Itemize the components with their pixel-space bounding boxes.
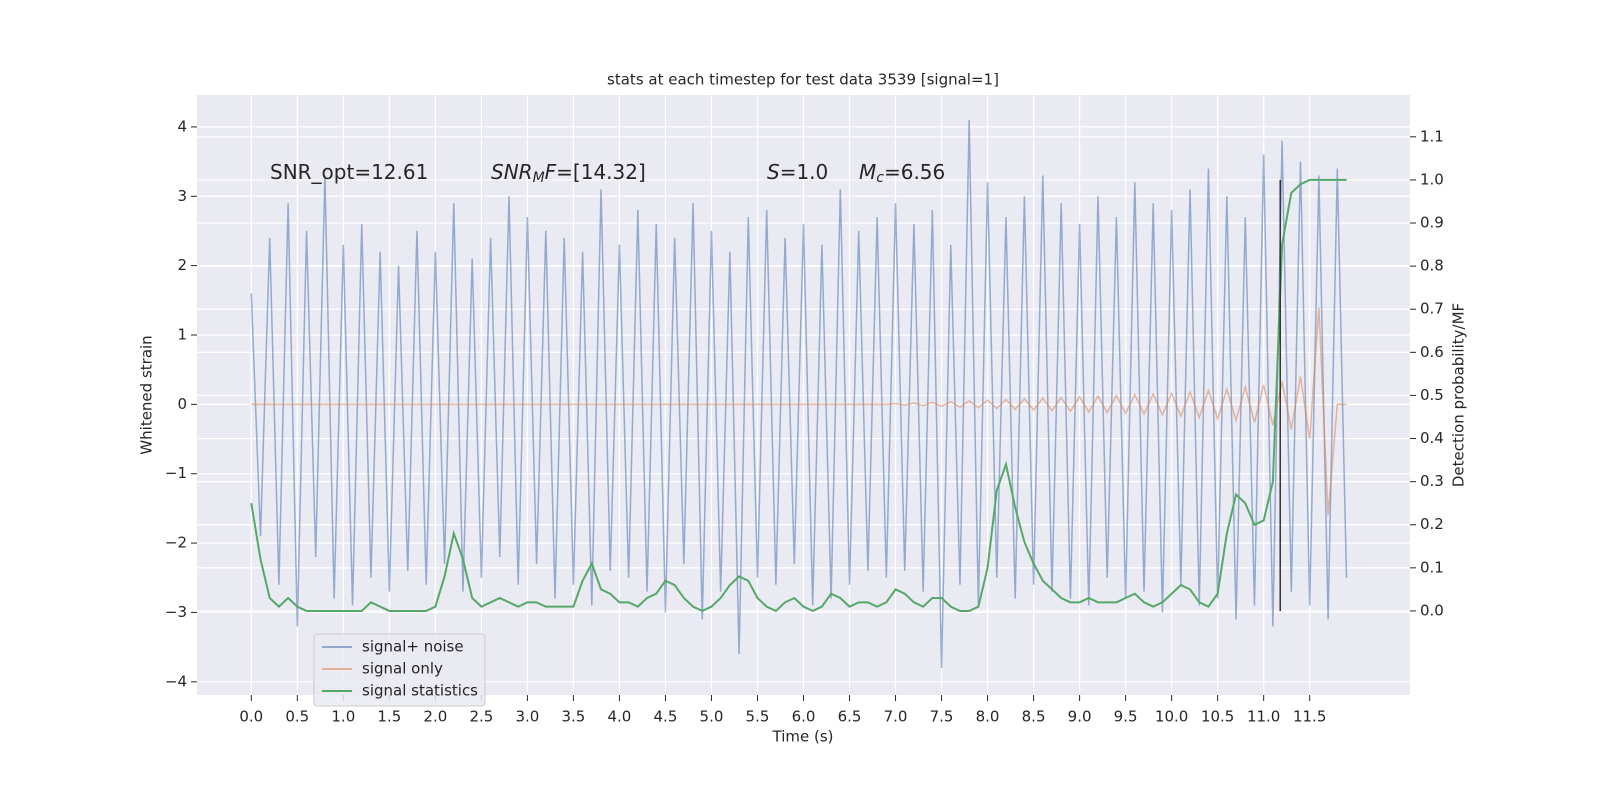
series-line (250, 119, 1348, 668)
annotation-part: =1.0 (780, 160, 829, 184)
y-tick-label: 0 (177, 395, 187, 413)
x-tick-label: 9.0 (1068, 708, 1092, 726)
annotation-part: F (545, 160, 557, 184)
y2-tick-label: 0.8 (1420, 257, 1444, 275)
y-tick-label: −3 (165, 603, 187, 621)
annotation-part: =[14.32] (556, 160, 646, 184)
x-tick-label: 10.0 (1155, 708, 1188, 726)
y2-tick-label: 0.5 (1420, 386, 1444, 404)
y-tick-label: 2 (177, 256, 187, 274)
axes: 0.0 0.5 1.0 1.5 2.0 2.5 3.0 3.5 4.0 4.5 5.0 5.5 6.0 6… (165, 117, 1444, 725)
y2-tick-label: 0.2 (1420, 515, 1444, 533)
y-tick-label: −4 (165, 672, 187, 690)
x-tick-label: 5.0 (700, 708, 724, 726)
x-tick-label: 8.5 (1022, 708, 1046, 726)
x-tick-label: 3.0 (515, 708, 539, 726)
x-tick-label: 2.5 (469, 708, 493, 726)
legend: signal+ noise signal only signal statistic… (313, 633, 486, 707)
y2-tick-label: 0.1 (1420, 558, 1444, 576)
x-tick-label: 1.0 (331, 708, 355, 726)
y2-tick-label: 0.4 (1420, 429, 1444, 447)
x-tick-label: 4.0 (608, 708, 632, 726)
x-tick-label: 11.5 (1293, 708, 1326, 726)
x-tick-label: 0.0 (239, 708, 263, 726)
y2-axis-label: Detection probability/MF (1450, 303, 1468, 487)
x-tick-label: 4.5 (654, 708, 678, 726)
chart-title: stats at each timestep for test data 353… (607, 71, 999, 89)
series-line (250, 178, 1347, 613)
x-tick-label: 7.5 (930, 708, 954, 726)
annotation-part: S (767, 160, 780, 184)
annotation-part: M (859, 160, 876, 184)
y2-tick-label: 0.7 (1420, 300, 1444, 318)
x-tick-label: 0.5 (285, 708, 309, 726)
series-line (251, 307, 1347, 516)
y2-tick-label: 1.1 (1420, 127, 1444, 145)
x-tick-label: 3.5 (561, 708, 585, 726)
y2-tick-label: 0.6 (1420, 343, 1444, 361)
x-tick-label: 10.5 (1201, 708, 1234, 726)
y-tick-label: 4 (177, 117, 187, 135)
y-axis-label: Whitened strain (138, 335, 156, 454)
legend-label: signal only (362, 660, 443, 678)
y-tick-label: −2 (165, 534, 187, 552)
x-tick-label: 7.0 (884, 708, 908, 726)
y2-tick-label: 1.0 (1420, 170, 1444, 188)
plot (250, 119, 1348, 668)
annotation-part: c (876, 170, 884, 186)
y2-tick-label: 0.3 (1420, 472, 1444, 490)
x-tick-label: 6.0 (792, 708, 816, 726)
y-tick-label: −1 (165, 464, 187, 482)
x-tick-label: 9.5 (1114, 708, 1138, 726)
y2-tick-label: 0.0 (1420, 601, 1444, 619)
x-tick-label: 5.5 (746, 708, 770, 726)
annotation: SNR_opt=12.61 (270, 160, 428, 184)
annotation: SNRMF=[14.32] (491, 160, 646, 187)
annotation-part: SNR_opt=12.61 (270, 160, 428, 184)
legend-label: signal statistics (362, 682, 478, 700)
annotation-part: SNR (491, 160, 533, 184)
annotation-part: =6.56 (884, 160, 945, 184)
y-tick-label: 1 (177, 326, 187, 344)
y-tick-label: 3 (177, 187, 187, 205)
annotation: Mc=6.56 (859, 160, 945, 187)
x-tick-label: 1.5 (377, 708, 401, 726)
x-tick-label: 6.5 (838, 708, 862, 726)
x-axis-label: Time (s) (772, 728, 834, 746)
annotation: S=1.0 (767, 160, 828, 184)
annotation-part: M (533, 170, 545, 186)
x-tick-label: 11.0 (1247, 708, 1280, 726)
y2-tick-label: 0.9 (1420, 214, 1444, 232)
x-tick-label: 2.0 (423, 708, 447, 726)
legend-box (313, 633, 486, 707)
x-tick-label: 8.0 (976, 708, 1000, 726)
legend-label: signal+ noise (362, 638, 464, 656)
